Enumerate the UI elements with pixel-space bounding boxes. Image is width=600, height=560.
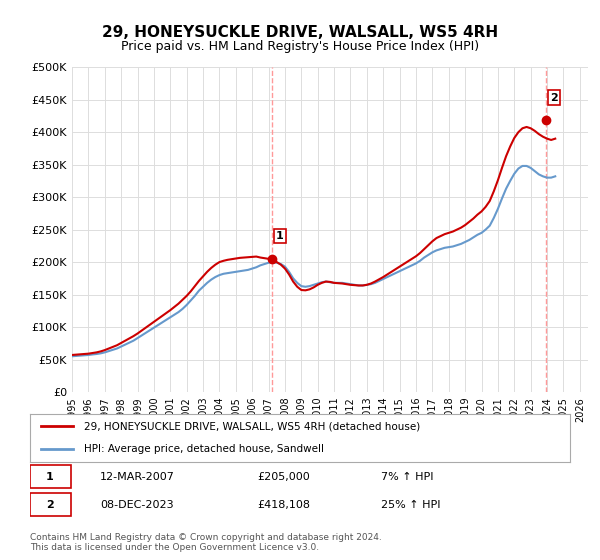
Text: 25% ↑ HPI: 25% ↑ HPI bbox=[381, 500, 440, 510]
Text: 29, HONEYSUCKLE DRIVE, WALSALL, WS5 4RH: 29, HONEYSUCKLE DRIVE, WALSALL, WS5 4RH bbox=[102, 25, 498, 40]
Text: 2: 2 bbox=[46, 500, 54, 510]
Text: Contains HM Land Registry data © Crown copyright and database right 2024.: Contains HM Land Registry data © Crown c… bbox=[30, 533, 382, 542]
Text: Price paid vs. HM Land Registry's House Price Index (HPI): Price paid vs. HM Land Registry's House … bbox=[121, 40, 479, 53]
Text: £418,108: £418,108 bbox=[257, 500, 310, 510]
Text: £205,000: £205,000 bbox=[257, 472, 310, 482]
Text: 1: 1 bbox=[276, 231, 284, 241]
Text: 08-DEC-2023: 08-DEC-2023 bbox=[100, 500, 174, 510]
Text: 12-MAR-2007: 12-MAR-2007 bbox=[100, 472, 175, 482]
Text: HPI: Average price, detached house, Sandwell: HPI: Average price, detached house, Sand… bbox=[84, 444, 324, 454]
Text: 7% ↑ HPI: 7% ↑ HPI bbox=[381, 472, 433, 482]
Text: 2: 2 bbox=[550, 92, 558, 102]
Text: 1: 1 bbox=[46, 472, 54, 482]
Text: This data is licensed under the Open Government Licence v3.0.: This data is licensed under the Open Gov… bbox=[30, 543, 319, 552]
Text: 29, HONEYSUCKLE DRIVE, WALSALL, WS5 4RH (detached house): 29, HONEYSUCKLE DRIVE, WALSALL, WS5 4RH … bbox=[84, 421, 420, 431]
FancyBboxPatch shape bbox=[30, 493, 71, 516]
FancyBboxPatch shape bbox=[30, 465, 71, 488]
